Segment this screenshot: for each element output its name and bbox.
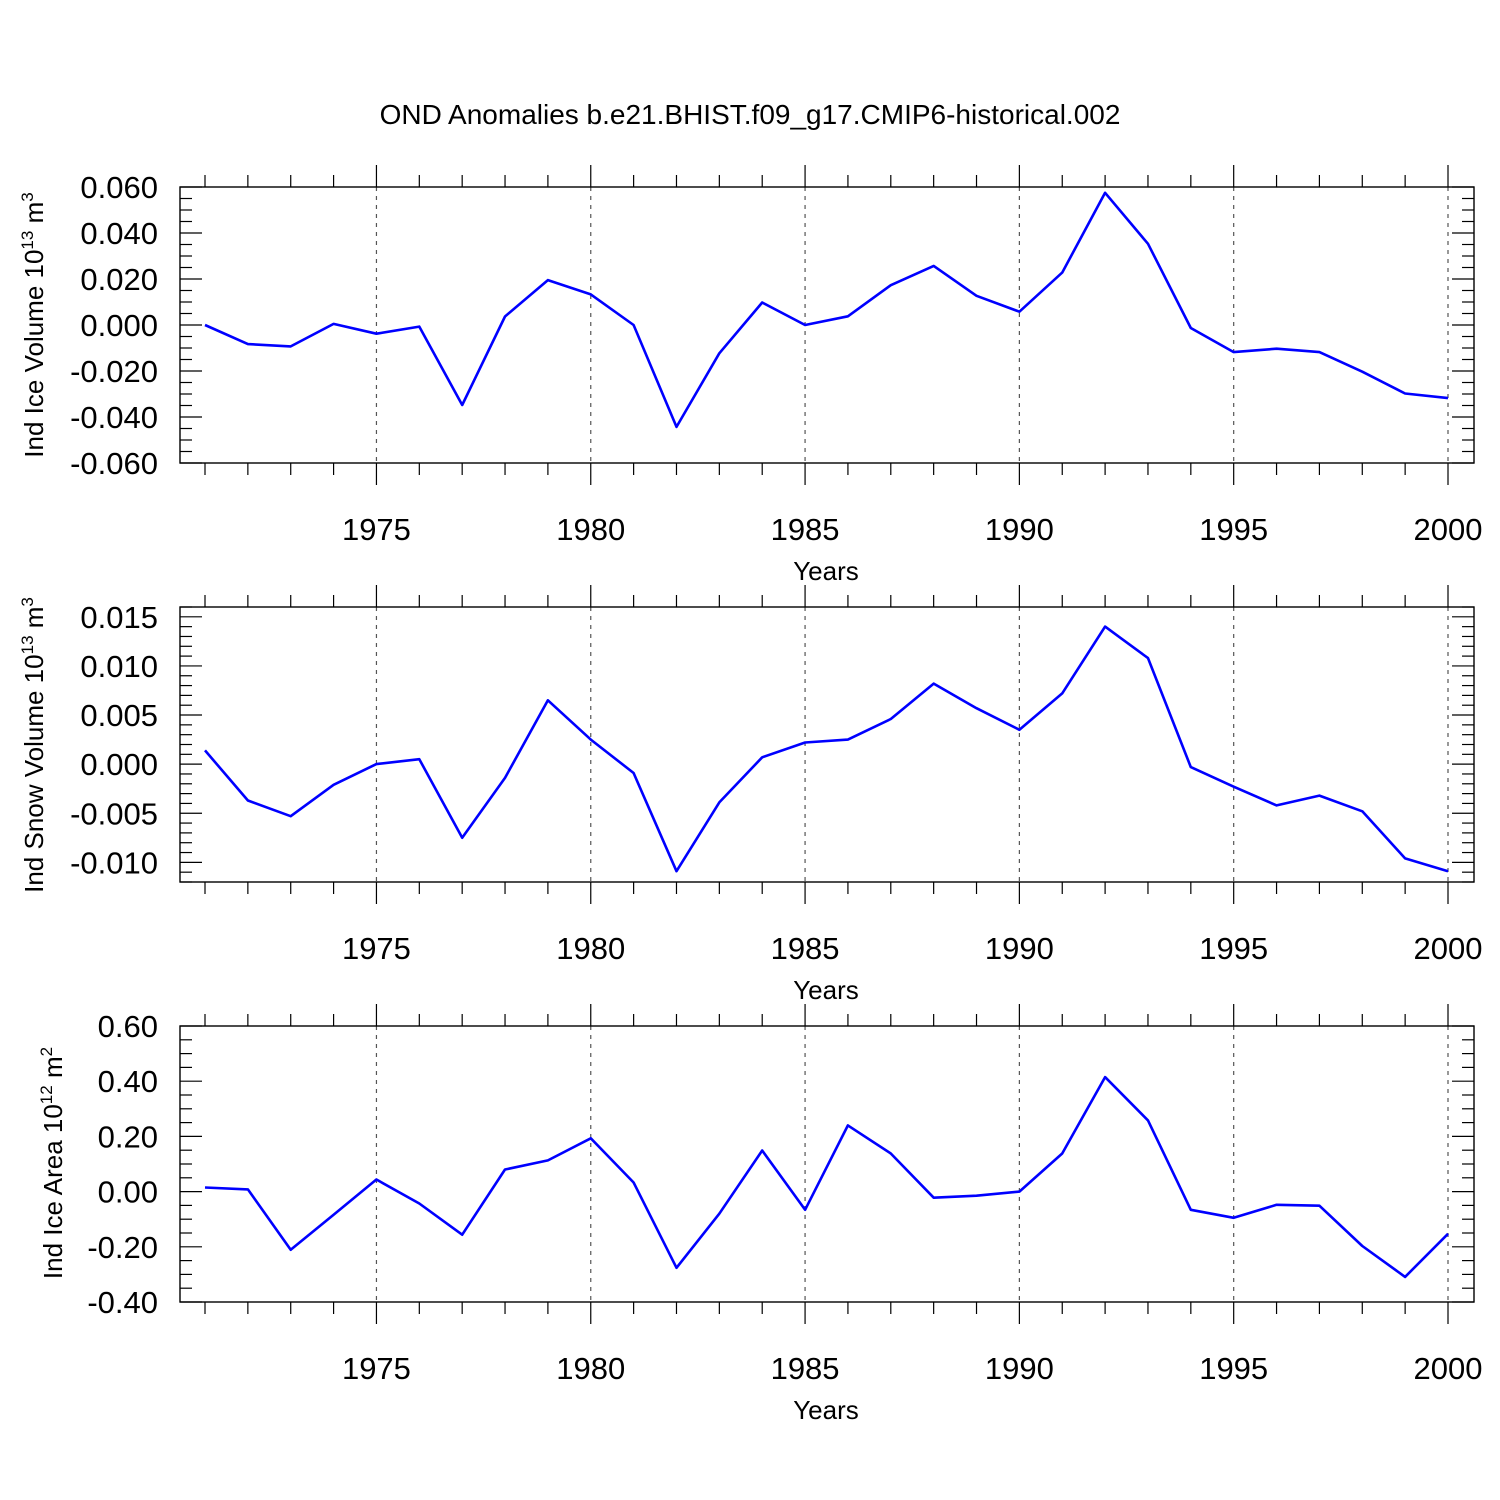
ice-volume-ytick-label: 0.040	[80, 216, 158, 251]
ice-volume-ytick-label: 0.000	[80, 308, 158, 343]
ice-area-xtick-label: 1995	[1199, 1351, 1268, 1386]
ice-volume-ytick-label: -0.040	[70, 400, 158, 435]
ice-volume-xtick-label: 1975	[342, 512, 411, 547]
ice-volume-xtick-label: 1985	[771, 512, 840, 547]
ice-area-ytick-label: -0.20	[87, 1230, 158, 1265]
ice-area-ytick-label: 0.00	[98, 1175, 158, 1210]
ice-volume-xtick-label: 2000	[1414, 512, 1483, 547]
ice-area-xtick-label: 1980	[556, 1351, 625, 1386]
ice-area-ylabel: Ind Ice Area 1012 m2	[37, 1047, 68, 1279]
ice-volume-xtick-label: 1995	[1199, 512, 1268, 547]
ice-area-xtick-label: 2000	[1414, 1351, 1483, 1386]
ice-volume-panel: Ind Ice Volume 1013 m3 Years 1975 1980 198…	[18, 165, 1482, 586]
ice-area-ytick-label: 0.40	[98, 1064, 158, 1099]
ice-volume-ytick-label: 0.060	[80, 170, 158, 205]
snow-volume-ylabel: Ind Snow Volume 1013 m3	[18, 597, 49, 893]
ice-area-ytick-label: 0.60	[98, 1009, 158, 1044]
snow-volume-xtick-label: 1975	[342, 931, 411, 966]
ice-volume-ylabel: Ind Ice Volume 1013 m3	[18, 192, 49, 457]
ice-area-xtick-label: 1975	[342, 1351, 411, 1386]
snow-volume-ytick-label: 0.015	[80, 600, 158, 635]
snow-volume-panel: Ind Snow Volume 1013 m3 Years 1975 1980 19…	[18, 585, 1482, 1005]
ice-volume-series-line	[204, 191, 1449, 429]
snow-volume-plot-frame	[179, 606, 1475, 883]
ice-area-xlabel: Years	[793, 1395, 859, 1425]
snow-volume-xtick-label: 1980	[556, 931, 625, 966]
ice-area-ytick-label: 0.20	[98, 1119, 158, 1154]
ice-volume-ytick-label: -0.060	[70, 446, 158, 481]
snow-volume-xtick-label: 1990	[985, 931, 1054, 966]
snow-volume-xtick-label: 1985	[771, 931, 840, 966]
ice-volume-ytick-label: 0.020	[80, 262, 158, 297]
snow-volume-ytick-label: 0.010	[80, 649, 158, 684]
snow-volume-xtick-label: 1995	[1199, 931, 1268, 966]
ice-volume-plot-frame	[179, 186, 1475, 464]
ice-volume-xtick-label: 1980	[556, 512, 625, 547]
snow-volume-series-line	[204, 625, 1449, 873]
snow-volume-ytick-label: -0.010	[70, 845, 158, 880]
figure-title: OND Anomalies b.e21.BHIST.f09_g17.CMIP6-…	[380, 99, 1121, 130]
snow-volume-xlabel: Years	[793, 975, 859, 1005]
ice-area-xtick-label: 1985	[771, 1351, 840, 1386]
ice-area-series-line	[204, 1075, 1449, 1279]
snow-volume-ytick-label: 0.005	[80, 698, 158, 733]
ice-area-xtick-label: 1990	[985, 1351, 1054, 1386]
snow-volume-ytick-label: 0.000	[80, 747, 158, 782]
snow-volume-ytick-label: -0.005	[70, 796, 158, 831]
ice-area-panel: Ind Ice Area 1012 m2 Years 1975 1980 1985 1…	[37, 1004, 1482, 1425]
ice-volume-xtick-label: 1990	[985, 512, 1054, 547]
ice-volume-xlabel: Years	[793, 556, 859, 586]
snow-volume-xtick-label: 2000	[1414, 931, 1483, 966]
ice-area-ytick-label: -0.40	[87, 1285, 158, 1320]
ice-volume-ytick-label: -0.020	[70, 354, 158, 389]
